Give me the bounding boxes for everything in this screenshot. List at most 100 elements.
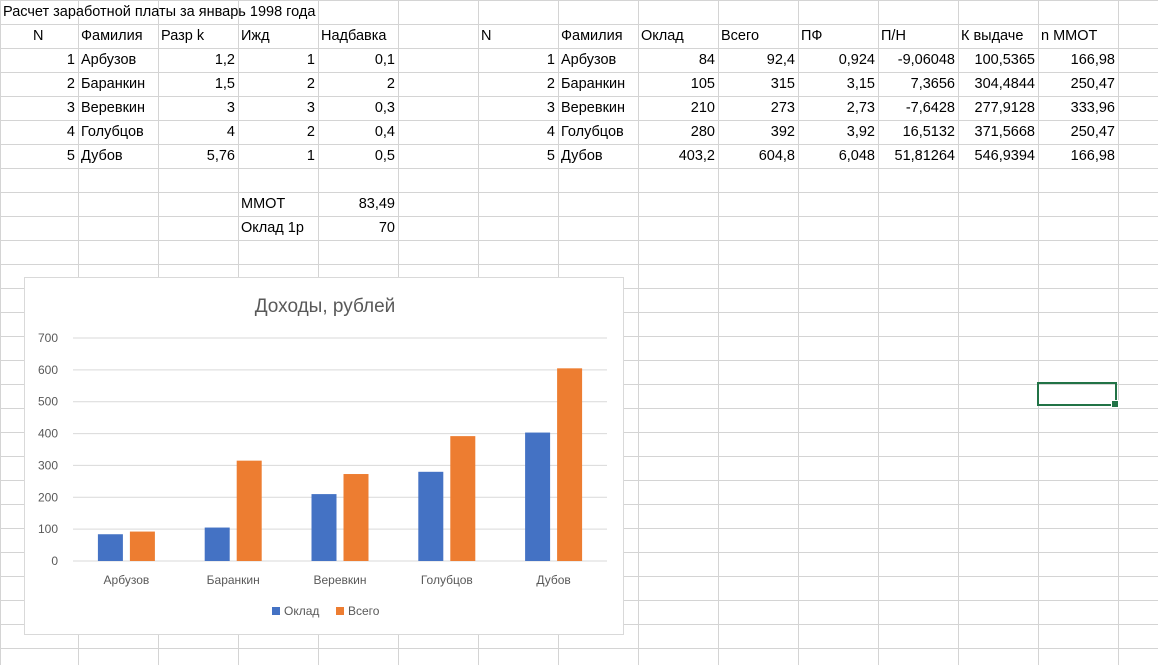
right-cell[interactable]: 100,5365 xyxy=(974,52,1035,68)
right-cell[interactable]: 333,96 xyxy=(1070,100,1115,116)
right-header-2[interactable]: Оклад xyxy=(641,28,684,44)
right-cell[interactable]: -7,6428 xyxy=(905,100,955,116)
right-cell[interactable]: 604,8 xyxy=(758,148,795,164)
right-cell[interactable]: Веревкин xyxy=(561,100,626,116)
right-header-5[interactable]: П/Н xyxy=(881,28,906,44)
right-cell[interactable]: 392 xyxy=(770,124,795,140)
left-cell[interactable]: 0,1 xyxy=(374,52,395,68)
right-cell[interactable]: 250,47 xyxy=(1070,124,1115,140)
param-label[interactable]: Оклад 1р xyxy=(241,220,304,236)
left-cell[interactable]: 1 xyxy=(66,52,75,68)
left-cell[interactable]: 1 xyxy=(306,52,315,68)
left-header-0[interactable]: N xyxy=(33,28,44,44)
right-cell[interactable]: 1 xyxy=(546,52,555,68)
right-cell[interactable]: 7,3656 xyxy=(910,76,955,92)
left-cell[interactable]: Арбузов xyxy=(81,52,137,68)
bar-Оклад[interactable] xyxy=(311,494,337,561)
left-cell[interactable]: Голубцов xyxy=(81,124,144,140)
right-cell[interactable]: 166,98 xyxy=(1070,52,1115,68)
right-cell[interactable]: 371,5668 xyxy=(974,124,1035,140)
left-cell[interactable]: 1,5 xyxy=(214,76,235,92)
bar-Оклад[interactable] xyxy=(204,527,230,561)
left-header-4[interactable]: Надбавка xyxy=(321,28,387,44)
right-header-7[interactable]: n ММОТ xyxy=(1041,28,1098,44)
right-cell[interactable]: 6,048 xyxy=(838,148,875,164)
fill-handle[interactable] xyxy=(1111,400,1119,408)
right-cell[interactable]: 16,5132 xyxy=(902,124,955,140)
right-cell[interactable]: 210 xyxy=(690,100,715,116)
right-header-3[interactable]: Всего xyxy=(721,28,760,44)
right-cell[interactable]: 4 xyxy=(546,124,555,140)
right-cell[interactable]: 3,92 xyxy=(846,124,875,140)
right-cell[interactable]: 277,9128 xyxy=(974,100,1035,116)
left-cell[interactable]: 5 xyxy=(66,148,75,164)
right-cell[interactable]: 403,2 xyxy=(678,148,715,164)
right-cell[interactable]: 315 xyxy=(770,76,795,92)
left-cell[interactable]: 3 xyxy=(226,100,235,116)
bar-Всего[interactable] xyxy=(557,368,583,561)
left-cell[interactable]: 5,76 xyxy=(206,148,235,164)
bar-Оклад[interactable] xyxy=(97,534,123,561)
x-tick-label: Веревкин xyxy=(314,573,367,587)
right-cell[interactable]: 105 xyxy=(690,76,715,92)
left-header-1[interactable]: Фамилия xyxy=(81,28,143,44)
sheet-title[interactable]: Расчет заработной платы за январь 1998 г… xyxy=(3,4,316,20)
left-cell[interactable]: 1,2 xyxy=(214,52,235,68)
left-cell[interactable]: 4 xyxy=(226,124,235,140)
left-cell[interactable]: 4 xyxy=(66,124,75,140)
right-cell[interactable]: 0,924 xyxy=(838,52,875,68)
right-cell[interactable]: 250,47 xyxy=(1070,76,1115,92)
chart-canvas: Доходы, рублей 0 100 200 300 400 500 600 700 Арбу… xyxy=(38,296,607,618)
selected-cell[interactable] xyxy=(1037,382,1119,408)
param-value[interactable]: 70 xyxy=(378,220,395,236)
right-cell[interactable]: 304,4844 xyxy=(974,76,1035,92)
left-header-2[interactable]: Разр k xyxy=(161,28,205,44)
left-cell[interactable]: Дубов xyxy=(81,148,123,164)
right-cell[interactable]: 92,4 xyxy=(766,52,795,68)
right-cell[interactable]: -9,06048 xyxy=(897,52,955,68)
left-header-3[interactable]: Ижд xyxy=(241,28,270,44)
right-cell[interactable]: 3,15 xyxy=(846,76,875,92)
right-cell[interactable]: 546,9394 xyxy=(974,148,1035,164)
left-cell[interactable]: 3 xyxy=(306,100,315,116)
left-cell[interactable]: 3 xyxy=(66,100,75,116)
right-cell[interactable]: 84 xyxy=(698,52,715,68)
right-cell[interactable]: Дубов xyxy=(561,148,603,164)
bar-Всего[interactable] xyxy=(343,474,369,561)
income-chart[interactable]: Доходы, рублей 0 100 200 300 400 500 600 700 Арбу… xyxy=(24,277,624,635)
left-cell[interactable]: 2 xyxy=(66,76,75,92)
right-cell[interactable]: 2 xyxy=(546,76,555,92)
param-label[interactable]: ММОТ xyxy=(241,196,286,212)
bar-Всего[interactable] xyxy=(236,460,262,561)
left-cell[interactable]: 2 xyxy=(306,124,315,140)
right-cell[interactable]: 3 xyxy=(546,100,555,116)
left-cell[interactable]: 2 xyxy=(306,76,315,92)
left-cell[interactable]: 0,5 xyxy=(374,148,395,164)
right-cell[interactable]: Баранкин xyxy=(561,76,626,92)
right-cell[interactable]: 5 xyxy=(546,148,555,164)
right-cell[interactable]: 2,73 xyxy=(846,100,875,116)
right-header-6[interactable]: К выдаче xyxy=(961,28,1024,44)
bar-Оклад[interactable] xyxy=(418,471,444,561)
right-cell[interactable]: 166,98 xyxy=(1070,148,1115,164)
left-cell[interactable]: 2 xyxy=(386,76,395,92)
right-cell[interactable]: 51,81264 xyxy=(894,148,955,164)
bar-Всего[interactable] xyxy=(450,436,476,561)
bar-Всего[interactable] xyxy=(129,531,155,561)
left-cell[interactable]: Баранкин xyxy=(81,76,146,92)
right-header-4[interactable]: ПФ xyxy=(801,28,823,44)
left-cell[interactable]: 0,4 xyxy=(374,124,395,140)
right-cell[interactable]: 273 xyxy=(770,100,795,116)
right-header-1[interactable]: Фамилия xyxy=(561,28,623,44)
left-cell[interactable]: Веревкин xyxy=(81,100,146,116)
right-cell[interactable]: Голубцов xyxy=(561,124,624,140)
right-cell[interactable]: 280 xyxy=(690,124,715,140)
param-value[interactable]: 83,49 xyxy=(358,196,395,212)
left-cell[interactable]: 0,3 xyxy=(374,100,395,116)
left-cell[interactable]: 1 xyxy=(306,148,315,164)
right-header-0[interactable]: N xyxy=(481,28,492,44)
right-cell[interactable]: Арбузов xyxy=(561,52,617,68)
legend-label: Всего xyxy=(348,604,380,618)
y-tick-label: 100 xyxy=(38,522,58,536)
bar-Оклад[interactable] xyxy=(525,432,551,561)
